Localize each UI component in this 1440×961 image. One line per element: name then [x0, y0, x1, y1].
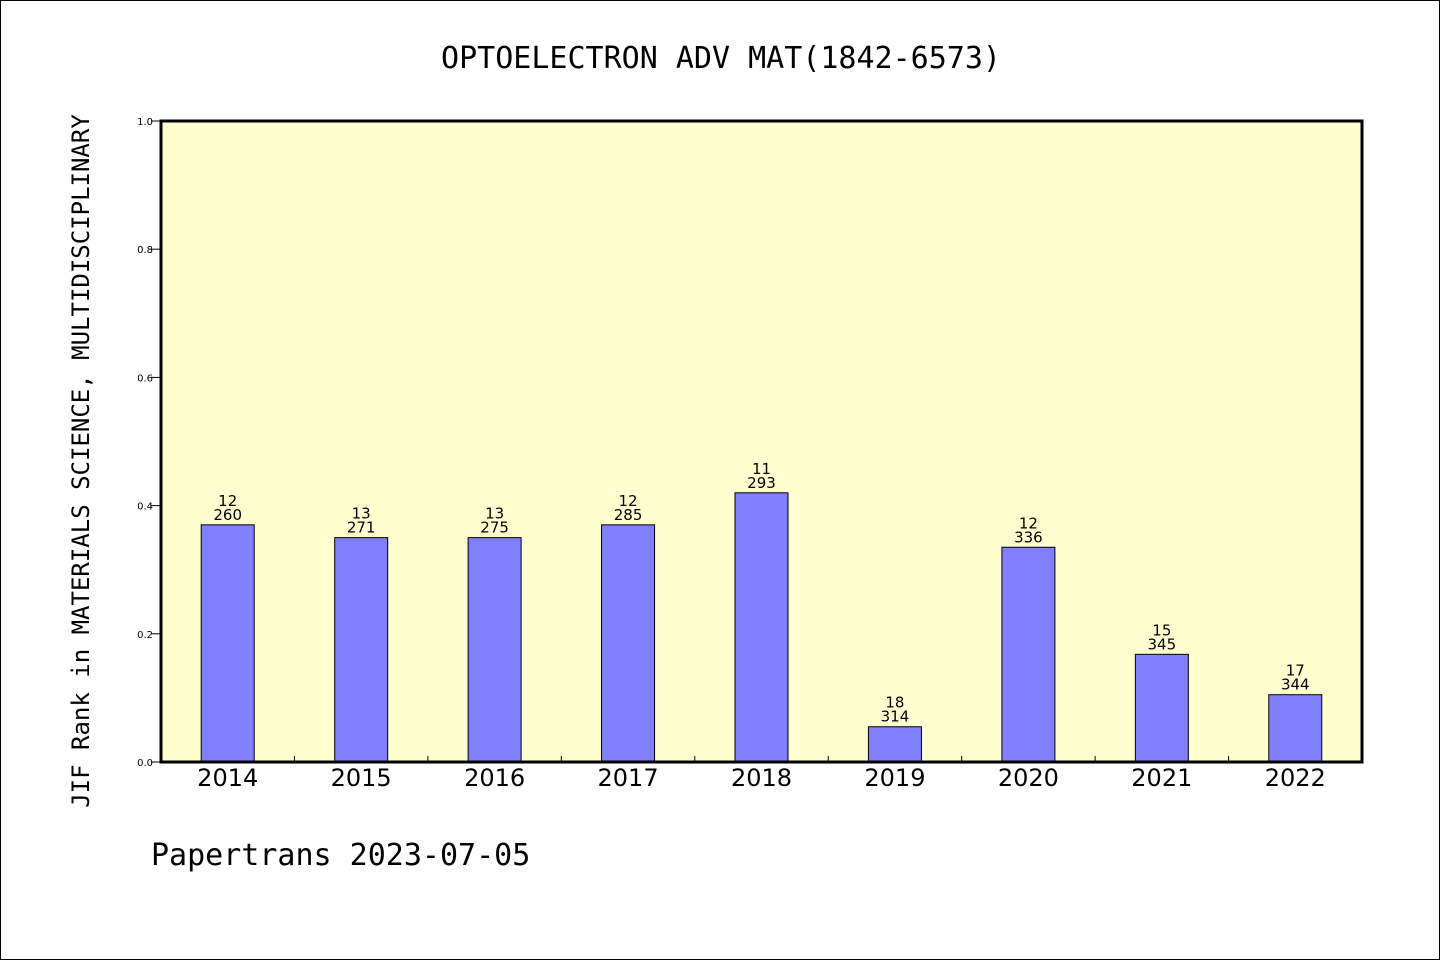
bar-rank-label: 15 — [1152, 621, 1171, 639]
x-tick-label: 2021 — [1131, 764, 1192, 792]
bar-rank-label: 12 — [218, 492, 237, 510]
y-tick-label: 0.0 — [137, 758, 153, 769]
y-tick-label: 0.6 — [137, 373, 153, 384]
y-tick-label: 1.0 — [137, 117, 153, 128]
bar-2015 — [334, 537, 389, 763]
x-tick-label: 2022 — [1265, 764, 1326, 792]
bar-rank-label: 12 — [619, 492, 638, 510]
bar-total-label: 314 — [881, 708, 910, 726]
bar-2016 — [467, 537, 522, 763]
y-tick-label: 0.2 — [137, 630, 153, 641]
chart-title: OPTOELECTRON ADV MAT(1842-6573) — [441, 41, 1001, 76]
x-tick-label: 2014 — [197, 764, 258, 792]
x-tick-label: 2015 — [331, 764, 392, 792]
bar-2019 — [867, 726, 922, 763]
bar-rank-label: 18 — [885, 694, 904, 712]
plot-border — [159, 119, 1364, 764]
bar-total-label: 344 — [1281, 676, 1310, 694]
x-tick-label: 2016 — [464, 764, 525, 792]
bar-total-label: 271 — [347, 519, 376, 537]
bar-total-label: 260 — [213, 506, 242, 524]
bar-total-label: 345 — [1148, 635, 1177, 653]
y-tick-label: 0.4 — [137, 502, 153, 513]
bar-rank-label: 13 — [352, 505, 371, 523]
bar-total-label: 275 — [480, 519, 509, 537]
x-tick-label: 2020 — [998, 764, 1059, 792]
bar-rank-label: 11 — [752, 460, 771, 478]
bars — [200, 492, 1323, 763]
bar-rank-label: 17 — [1286, 662, 1305, 680]
bar-2021 — [1134, 653, 1189, 763]
bar-2017 — [601, 524, 656, 763]
bar-2022 — [1268, 694, 1323, 763]
y-axis-label: JIF Rank in MATERIALS SCIENCE, MULTIDISC… — [67, 114, 95, 808]
bar-rank-label: 12 — [1019, 514, 1038, 532]
x-tick-label: 2018 — [731, 764, 792, 792]
x-tick-label: 2017 — [598, 764, 659, 792]
bar-2020 — [1001, 546, 1056, 763]
bar-2018 — [734, 492, 789, 763]
y-axis-ticks: 0.0 0.2 0.4 0.6 0.8 1.0 — [137, 117, 161, 769]
bar-rank-label: 13 — [485, 505, 504, 523]
x-axis-ticks: 2014 2015 2016 2017 2018 2019 2020 2021 2022 — [197, 756, 1326, 792]
footer-text: Papertrans 2023-07-05 — [151, 838, 530, 873]
x-tick-label: 2019 — [864, 764, 925, 792]
bar-total-label: 285 — [614, 506, 643, 524]
bar-total-label: 336 — [1014, 528, 1043, 546]
y-tick-label: 0.8 — [137, 245, 153, 256]
bar-total-label: 293 — [747, 474, 776, 492]
bar-2014 — [200, 524, 255, 763]
